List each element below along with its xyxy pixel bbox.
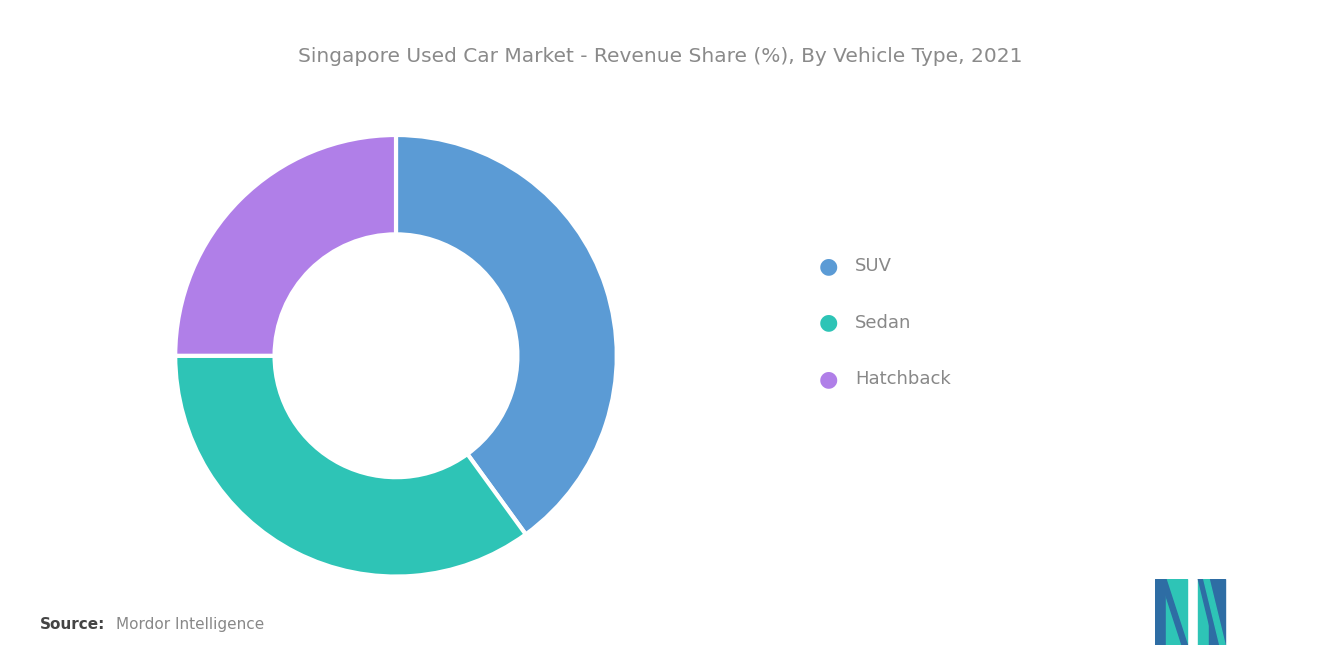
Polygon shape <box>1204 579 1225 645</box>
Wedge shape <box>396 135 616 535</box>
Text: Singapore Used Car Market - Revenue Share (%), By Vehicle Type, 2021: Singapore Used Car Market - Revenue Shar… <box>298 47 1022 66</box>
Text: ●: ● <box>818 256 838 276</box>
Text: ●: ● <box>818 369 838 389</box>
Polygon shape <box>1199 579 1214 645</box>
Polygon shape <box>1209 579 1225 645</box>
Text: Source:: Source: <box>40 616 106 632</box>
Polygon shape <box>1166 579 1188 645</box>
Text: Mordor Intelligence: Mordor Intelligence <box>116 616 264 632</box>
Polygon shape <box>1155 579 1176 645</box>
Text: SUV: SUV <box>855 257 892 275</box>
Polygon shape <box>1160 579 1188 645</box>
Polygon shape <box>1199 579 1220 645</box>
Text: Sedan: Sedan <box>855 313 912 332</box>
Text: Hatchback: Hatchback <box>855 370 952 388</box>
Text: ●: ● <box>818 313 838 332</box>
Wedge shape <box>176 135 396 356</box>
Wedge shape <box>176 356 525 577</box>
